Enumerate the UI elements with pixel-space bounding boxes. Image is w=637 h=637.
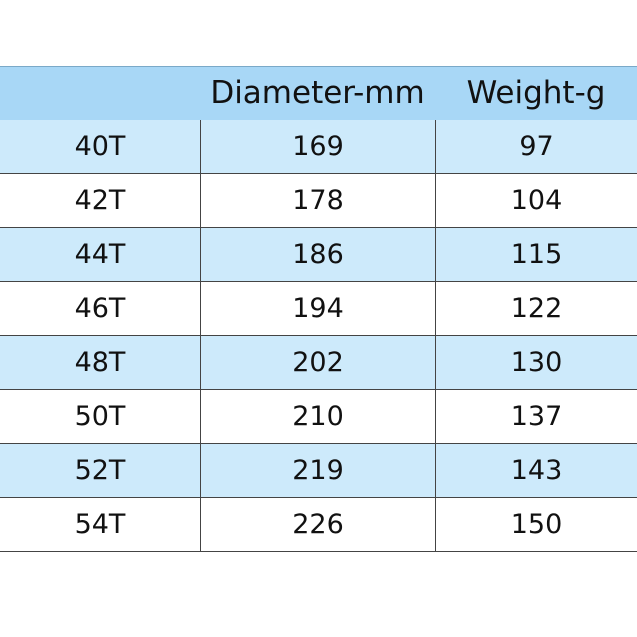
table-cell: 122 [435,282,637,336]
header-row [0,66,637,122]
table-cell: 150 [435,498,637,552]
table-cell: 210 [200,390,435,444]
header-cell: Diameter-mm [210,75,425,111]
table-cell: 54T [0,498,200,552]
table-cell: 219 [200,444,435,498]
table-cell: 143 [435,444,637,498]
table-cell: 48T [0,336,200,390]
table-cell: 202 [200,336,435,390]
header-cell: Weight-g [466,75,606,111]
table-cell: 40T [0,120,200,174]
table-cell: 226 [200,498,435,552]
table-cell: 42T [0,174,200,228]
table-cell: 52T [0,444,200,498]
table-cell: 130 [435,336,637,390]
table-cell: 178 [200,174,435,228]
table-cell: 97 [435,120,637,174]
table-cell: 115 [435,228,637,282]
table-cell: 169 [200,120,435,174]
table-cell: 50T [0,390,200,444]
table-cell: 44T [0,228,200,282]
table-cell: 186 [200,228,435,282]
table-cell: 104 [435,174,637,228]
table-cell: 46T [0,282,200,336]
table-cell: 137 [435,390,637,444]
table-cell: 194 [200,282,435,336]
